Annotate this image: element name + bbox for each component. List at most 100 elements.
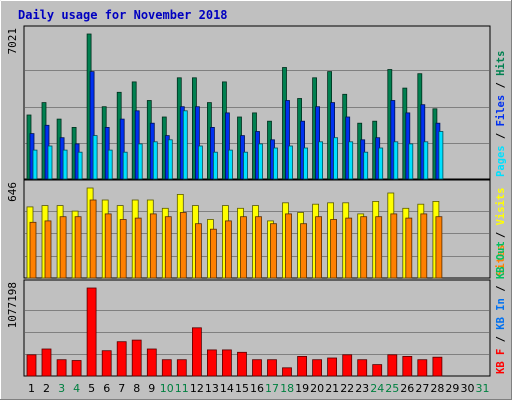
bar-pages-day-16 bbox=[258, 143, 263, 180]
bar-pages-day-27 bbox=[423, 141, 429, 180]
bar-pages-day-7 bbox=[122, 151, 128, 180]
bar-kb-f-day-23 bbox=[357, 359, 368, 377]
bar-kb-f-day-20 bbox=[312, 359, 323, 377]
day-label-24: 24 bbox=[370, 382, 384, 395]
bar-files-day-25 bbox=[390, 100, 396, 180]
legend-entry: Visits bbox=[495, 187, 507, 225]
bar-pages-day-22 bbox=[348, 141, 354, 180]
bar-sites-day-26 bbox=[405, 217, 413, 279]
bar-pages-day-23 bbox=[363, 151, 369, 180]
panel-1-legend: Pages / Files / Hits bbox=[495, 51, 507, 177]
bar-kb-f-day-4 bbox=[71, 360, 82, 377]
legend-entry: / bbox=[495, 225, 507, 244]
bar-sites-day-12 bbox=[194, 223, 202, 279]
bar-kb-f-day-24 bbox=[372, 364, 383, 377]
day-label-31: 31 bbox=[476, 382, 490, 395]
day-label-29: 29 bbox=[445, 382, 459, 395]
day-label-7: 7 bbox=[118, 382, 125, 395]
bar-kb-f-day-26 bbox=[402, 355, 413, 377]
bar-kb-f-day-16 bbox=[252, 359, 262, 377]
bar-sites-day-6 bbox=[104, 213, 112, 279]
bar-pages-day-14 bbox=[227, 149, 233, 180]
panel-2-max-label: 646 bbox=[6, 182, 19, 202]
day-label-6: 6 bbox=[103, 382, 110, 395]
bar-files-day-7 bbox=[119, 118, 125, 180]
bar-files-day-12 bbox=[194, 106, 200, 180]
day-label-9: 9 bbox=[148, 382, 155, 395]
bar-pages-day-21 bbox=[333, 137, 339, 180]
bar-kb-f-day-12 bbox=[191, 327, 202, 377]
panel-3-max-label: 1077198 bbox=[6, 282, 19, 328]
bar-kb-f-day-6 bbox=[101, 350, 112, 377]
bar-kb-f-day-28 bbox=[432, 356, 443, 377]
day-label-16: 16 bbox=[250, 382, 264, 395]
panel-1-max-label: 7021 bbox=[6, 28, 19, 55]
bar-sites-day-28 bbox=[435, 216, 443, 279]
bar-sites-day-16 bbox=[255, 216, 262, 279]
legend-entry: Sites bbox=[495, 244, 507, 276]
bar-sites-day-19 bbox=[300, 223, 308, 279]
day-label-13: 13 bbox=[205, 382, 219, 395]
panel-2-legend: Sites / Visits bbox=[495, 187, 507, 276]
bar-pages-day-11 bbox=[182, 110, 188, 180]
bar-pages-day-8 bbox=[137, 143, 143, 180]
bar-files-day-14 bbox=[224, 112, 230, 180]
bar-kb-f-day-21 bbox=[327, 357, 338, 377]
bar-sites-day-13 bbox=[209, 228, 217, 279]
bar-files-day-18 bbox=[285, 100, 290, 180]
bar-sites-day-25 bbox=[390, 213, 398, 279]
bar-sites-day-2 bbox=[44, 220, 52, 279]
bar-sites-day-21 bbox=[330, 219, 338, 279]
bar-kb-f-day-13 bbox=[206, 349, 217, 377]
bar-sites-day-8 bbox=[134, 217, 142, 279]
bar-sites-day-9 bbox=[149, 213, 157, 279]
bar-kb-f-day-17 bbox=[267, 359, 277, 377]
day-label-20: 20 bbox=[310, 382, 324, 395]
day-label-30: 30 bbox=[461, 382, 475, 395]
bar-pages-day-1 bbox=[32, 149, 38, 180]
day-label-12: 12 bbox=[190, 382, 204, 395]
bar-sites-day-4 bbox=[74, 216, 82, 279]
bar-pages-day-17 bbox=[273, 147, 278, 180]
day-label-1: 1 bbox=[28, 382, 35, 395]
day-label-14: 14 bbox=[220, 382, 234, 395]
legend-entry: Files bbox=[495, 95, 507, 127]
day-label-2: 2 bbox=[43, 382, 50, 395]
bar-pages-day-2 bbox=[47, 145, 53, 180]
bar-pages-day-15 bbox=[243, 151, 248, 180]
day-label-5: 5 bbox=[88, 382, 95, 395]
bar-kb-f-day-18 bbox=[282, 367, 292, 377]
bar-kb-f-day-8 bbox=[131, 339, 142, 377]
bar-pages-day-28 bbox=[438, 131, 444, 180]
bar-sites-day-5 bbox=[89, 199, 97, 279]
panel-3-legend: KB F / KB In / KB Out bbox=[495, 241, 507, 374]
bar-sites-day-7 bbox=[119, 219, 127, 279]
bar-pages-day-4 bbox=[77, 151, 83, 180]
bar-sites-day-20 bbox=[315, 216, 323, 279]
bar-sites-day-1 bbox=[29, 221, 37, 279]
day-label-21: 21 bbox=[325, 382, 339, 395]
bar-kb-f-day-10 bbox=[161, 359, 172, 377]
bar-sites-day-17 bbox=[270, 223, 277, 279]
bar-sites-day-11 bbox=[179, 212, 187, 279]
legend-entry: Hits bbox=[495, 51, 507, 76]
bar-sites-day-15 bbox=[240, 216, 247, 279]
bar-pages-day-5 bbox=[92, 135, 98, 180]
bar-sites-day-22 bbox=[345, 217, 353, 279]
day-label-23: 23 bbox=[355, 382, 369, 395]
day-label-28: 28 bbox=[430, 382, 444, 395]
day-label-25: 25 bbox=[385, 382, 399, 395]
bar-kb-f-day-3 bbox=[56, 359, 67, 377]
bar-files-day-5 bbox=[89, 71, 95, 180]
legend-entry: Pages bbox=[495, 145, 507, 177]
bar-sites-day-3 bbox=[59, 216, 67, 279]
legend-entry: KB F bbox=[495, 349, 507, 374]
bar-kb-f-day-25 bbox=[387, 354, 398, 377]
day-label-8: 8 bbox=[133, 382, 140, 395]
day-label-3: 3 bbox=[58, 382, 65, 395]
day-label-26: 26 bbox=[400, 382, 414, 395]
day-label-27: 27 bbox=[415, 382, 429, 395]
bar-pages-day-3 bbox=[62, 149, 68, 180]
